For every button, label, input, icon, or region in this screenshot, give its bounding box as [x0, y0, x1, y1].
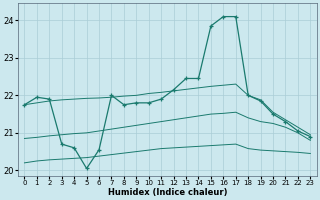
X-axis label: Humidex (Indice chaleur): Humidex (Indice chaleur)	[108, 188, 227, 197]
